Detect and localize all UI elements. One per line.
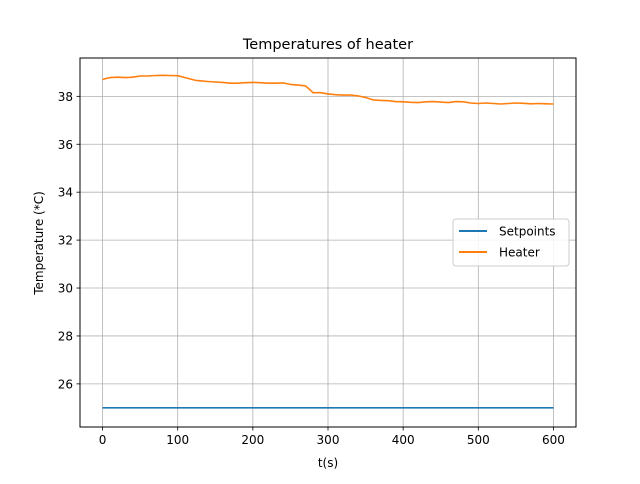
- legend-label-heater: Heater: [499, 246, 540, 260]
- x-tick-label: 500: [467, 433, 490, 447]
- plot-series: [102, 74, 554, 409]
- x-tick-label: 300: [317, 433, 340, 447]
- chart-title: Temperatures of heater: [242, 37, 413, 53]
- legend: Setpoints Heater: [452, 218, 570, 267]
- y-tick-label: 28: [58, 329, 73, 343]
- y-axis-ticks: 26 28 30 32 34 36 38: [58, 90, 80, 391]
- y-tick-label: 26: [58, 377, 73, 391]
- x-axis-ticks: 0 100 200 300 400 500 600: [99, 427, 565, 447]
- x-axis-label: t(s): [318, 456, 338, 470]
- x-tick-label: 400: [392, 433, 415, 447]
- x-tick-label: 0: [99, 433, 107, 447]
- y-axis-label: Temperature (*C): [32, 191, 46, 296]
- y-tick-label: 32: [58, 234, 73, 248]
- x-tick-label: 600: [542, 433, 565, 447]
- y-tick-label: 34: [58, 186, 73, 200]
- y-tick-label: 38: [58, 90, 73, 104]
- series-line-heater: [102, 74, 554, 105]
- x-tick-label: 200: [241, 433, 264, 447]
- legend-label-setpoints: Setpoints: [499, 225, 556, 239]
- x-tick-label: 100: [166, 433, 189, 447]
- y-tick-label: 30: [58, 282, 73, 296]
- y-tick-label: 36: [58, 138, 73, 152]
